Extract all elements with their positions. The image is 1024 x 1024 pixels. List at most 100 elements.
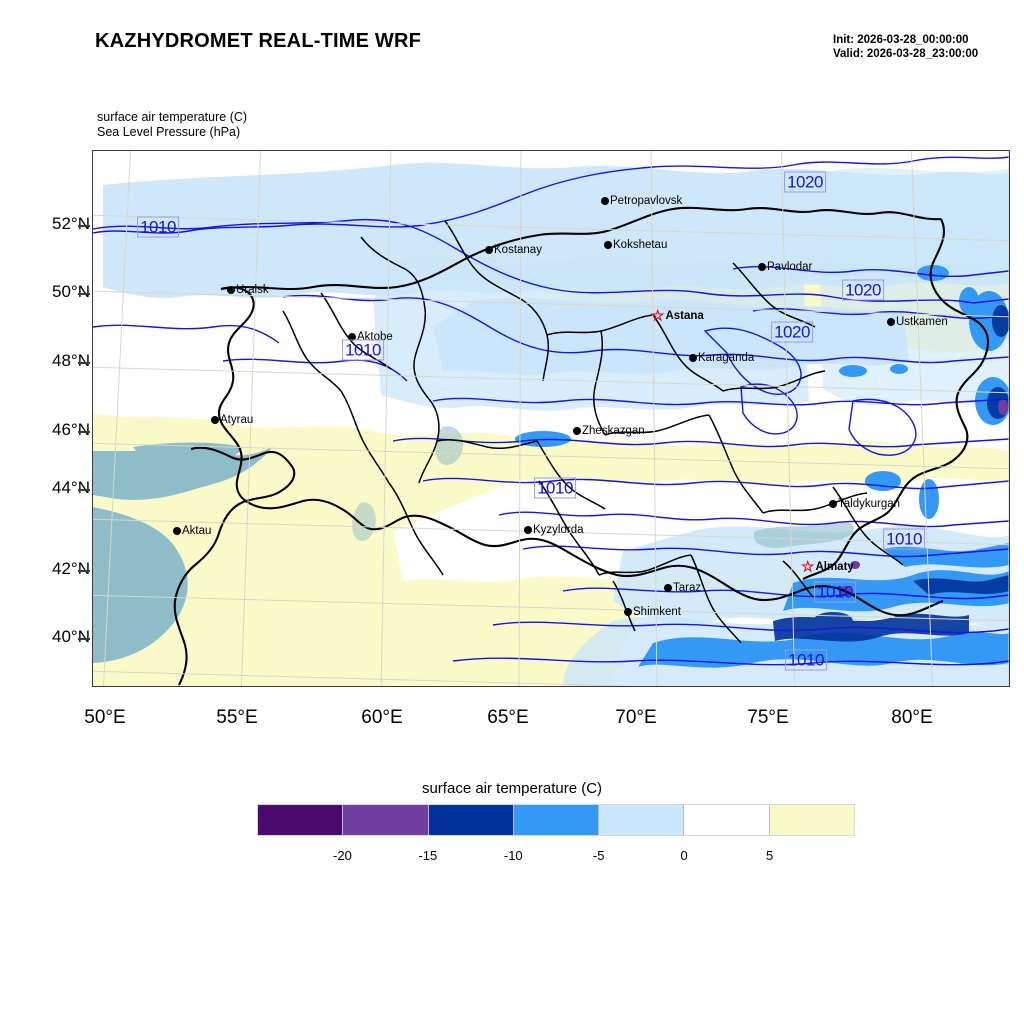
city-name-label: Pavlodar [767, 260, 813, 273]
map-canvas: Petropavlovsk Kostanay Kokshetau Pavlodar Ur… [93, 151, 1009, 686]
field-label-temperature: surface air temperature (C) [97, 110, 248, 124]
x-axis-tick-label: 75°E [747, 707, 789, 728]
x-axis-tick-label: 65°E [487, 707, 529, 728]
city-name-label: Petropavlovsk [610, 194, 683, 207]
city-marker: ☆Almaty [801, 560, 854, 575]
y-axis-tick-label: 40°N [52, 627, 90, 646]
city-dot-icon [829, 499, 837, 508]
isobar-label: 1020 [771, 321, 813, 343]
city-name-label: Kostanay [494, 243, 542, 256]
colorbar-segment [258, 805, 343, 835]
y-axis-tick-label: 50°N [52, 282, 90, 301]
city-marker: Taraz [664, 582, 701, 594]
colorbar[interactable] [257, 804, 855, 836]
x-axis-tick-label: 50°E [84, 707, 126, 728]
colorbar-tick-label: -10 [503, 848, 523, 863]
city-markers-layer: Petropavlovsk Kostanay Kokshetau Pavlodar Ur… [93, 151, 1009, 686]
city-name-label: Shimkent [633, 605, 681, 618]
colorbar-segment [683, 805, 769, 835]
y-axis-tick-mark [78, 489, 90, 491]
city-dot-icon [664, 583, 672, 592]
page-title: KAZHYDROMET REAL-TIME WRF [95, 30, 422, 52]
x-axis-tick-label: 55°E [216, 707, 258, 728]
isobar-labels-layer: 1010 1020 1020 1020 1010 1010 1010 1010 1010 [93, 151, 1009, 686]
city-dot-icon [604, 240, 612, 249]
run-time-info: Init: 2026-03-28_00:00:00 Valid: 2026-03… [833, 33, 978, 61]
city-marker: Zheskazgan [573, 425, 645, 437]
city-name-label: Karaganda [698, 351, 755, 364]
y-axis-tick-mark [78, 431, 90, 433]
weather-map-plot[interactable]: Petropavlovsk Kostanay Kokshetau Pavlodar Ur… [92, 150, 1010, 687]
city-name-label: Uralsk [236, 283, 269, 296]
colorbar-segment [342, 805, 428, 835]
city-dot-icon [601, 196, 609, 205]
y-axis-tick-mark [78, 225, 90, 227]
isobar-layer [93, 156, 1009, 666]
city-name-label: Taldykurgan [838, 497, 901, 510]
colorbar-tick-label: -15 [418, 848, 438, 863]
city-name-label: Astana [665, 310, 704, 322]
city-name-label: Aktau [182, 524, 212, 537]
water-bodies [93, 426, 855, 663]
isobar-label: 1020 [842, 279, 884, 301]
city-name-label: Taraz [673, 581, 702, 594]
colorbar-segment [768, 805, 854, 835]
city-marker: Ustkamen [887, 316, 948, 328]
city-name-label: Kyzylorda [533, 523, 584, 536]
isobar-label: 1010 [883, 528, 925, 550]
colorbar-tick-label: 0 [680, 848, 688, 863]
map-base-layer [93, 151, 1009, 686]
colorbar-segment [427, 805, 513, 835]
isobar-label: 1020 [784, 171, 826, 193]
city-dot-icon [624, 607, 632, 616]
y-axis-tick-label: 44°N [52, 478, 90, 497]
colorbar-segment [598, 805, 684, 835]
borders-layer [173, 206, 990, 686]
city-dot-icon [173, 526, 181, 535]
y-axis-tick-mark [78, 293, 90, 295]
city-marker: Shimkent [624, 606, 681, 618]
city-dot-icon [573, 426, 581, 435]
field-label-pressure: Sea Level Pressure (hPa) [97, 125, 241, 139]
city-marker: Aktau [173, 525, 211, 537]
colorbar-tick-label: 5 [765, 848, 774, 863]
colorbar-tick-label: -20 [333, 848, 352, 863]
city-dot-icon [485, 245, 493, 254]
valid-time: Valid: 2026-03-28_23:00:00 [833, 48, 979, 60]
x-axis-tick-label: 60°E [361, 707, 403, 728]
city-marker: Uralsk [227, 284, 269, 296]
graticule-layer [93, 151, 1009, 686]
city-marker: ☆Astana [651, 309, 704, 324]
x-axis-tick-label: 70°E [615, 707, 657, 728]
init-time: Init: 2026-03-28_00:00:00 [833, 34, 969, 46]
colorbar-segment [512, 805, 599, 835]
isobar-label: 1010 [137, 216, 179, 238]
field-labels: surface air temperature (C) Sea Level Pr… [97, 110, 247, 140]
city-name-label: Zheskazgan [582, 424, 645, 437]
city-dot-icon [348, 332, 356, 341]
colorbar-title: surface air temperature (C) [421, 780, 603, 797]
city-name-label: Almaty [815, 561, 854, 573]
city-marker: Karaganda [689, 352, 754, 364]
city-marker: Petropavlovsk [601, 195, 682, 207]
isobar-label: 1010 [534, 477, 576, 499]
city-dot-icon [758, 262, 766, 271]
city-name-label: Atyrau [220, 413, 254, 426]
y-axis-tick-mark [78, 570, 90, 572]
city-marker: Atyrau [211, 414, 253, 426]
x-axis-tick-label: 80°E [891, 707, 933, 728]
city-dot-icon [689, 353, 697, 362]
city-marker: Kyzylorda [524, 524, 584, 536]
city-name-label: Kokshetau [613, 238, 668, 251]
colorbar-tick-label: -5 [592, 848, 605, 863]
city-marker: Kostanay [485, 244, 542, 256]
y-axis-tick-label: 52°N [52, 214, 90, 233]
city-dot-icon [227, 285, 235, 294]
city-marker: Pavlodar [758, 261, 812, 273]
y-axis-tick-mark [78, 362, 90, 364]
isobar-label: 1010 [814, 581, 856, 603]
isobar-label: 1010 [342, 339, 384, 361]
y-axis-tick-mark [78, 638, 90, 640]
city-dot-icon [211, 415, 219, 424]
city-marker: Kokshetau [604, 239, 667, 251]
